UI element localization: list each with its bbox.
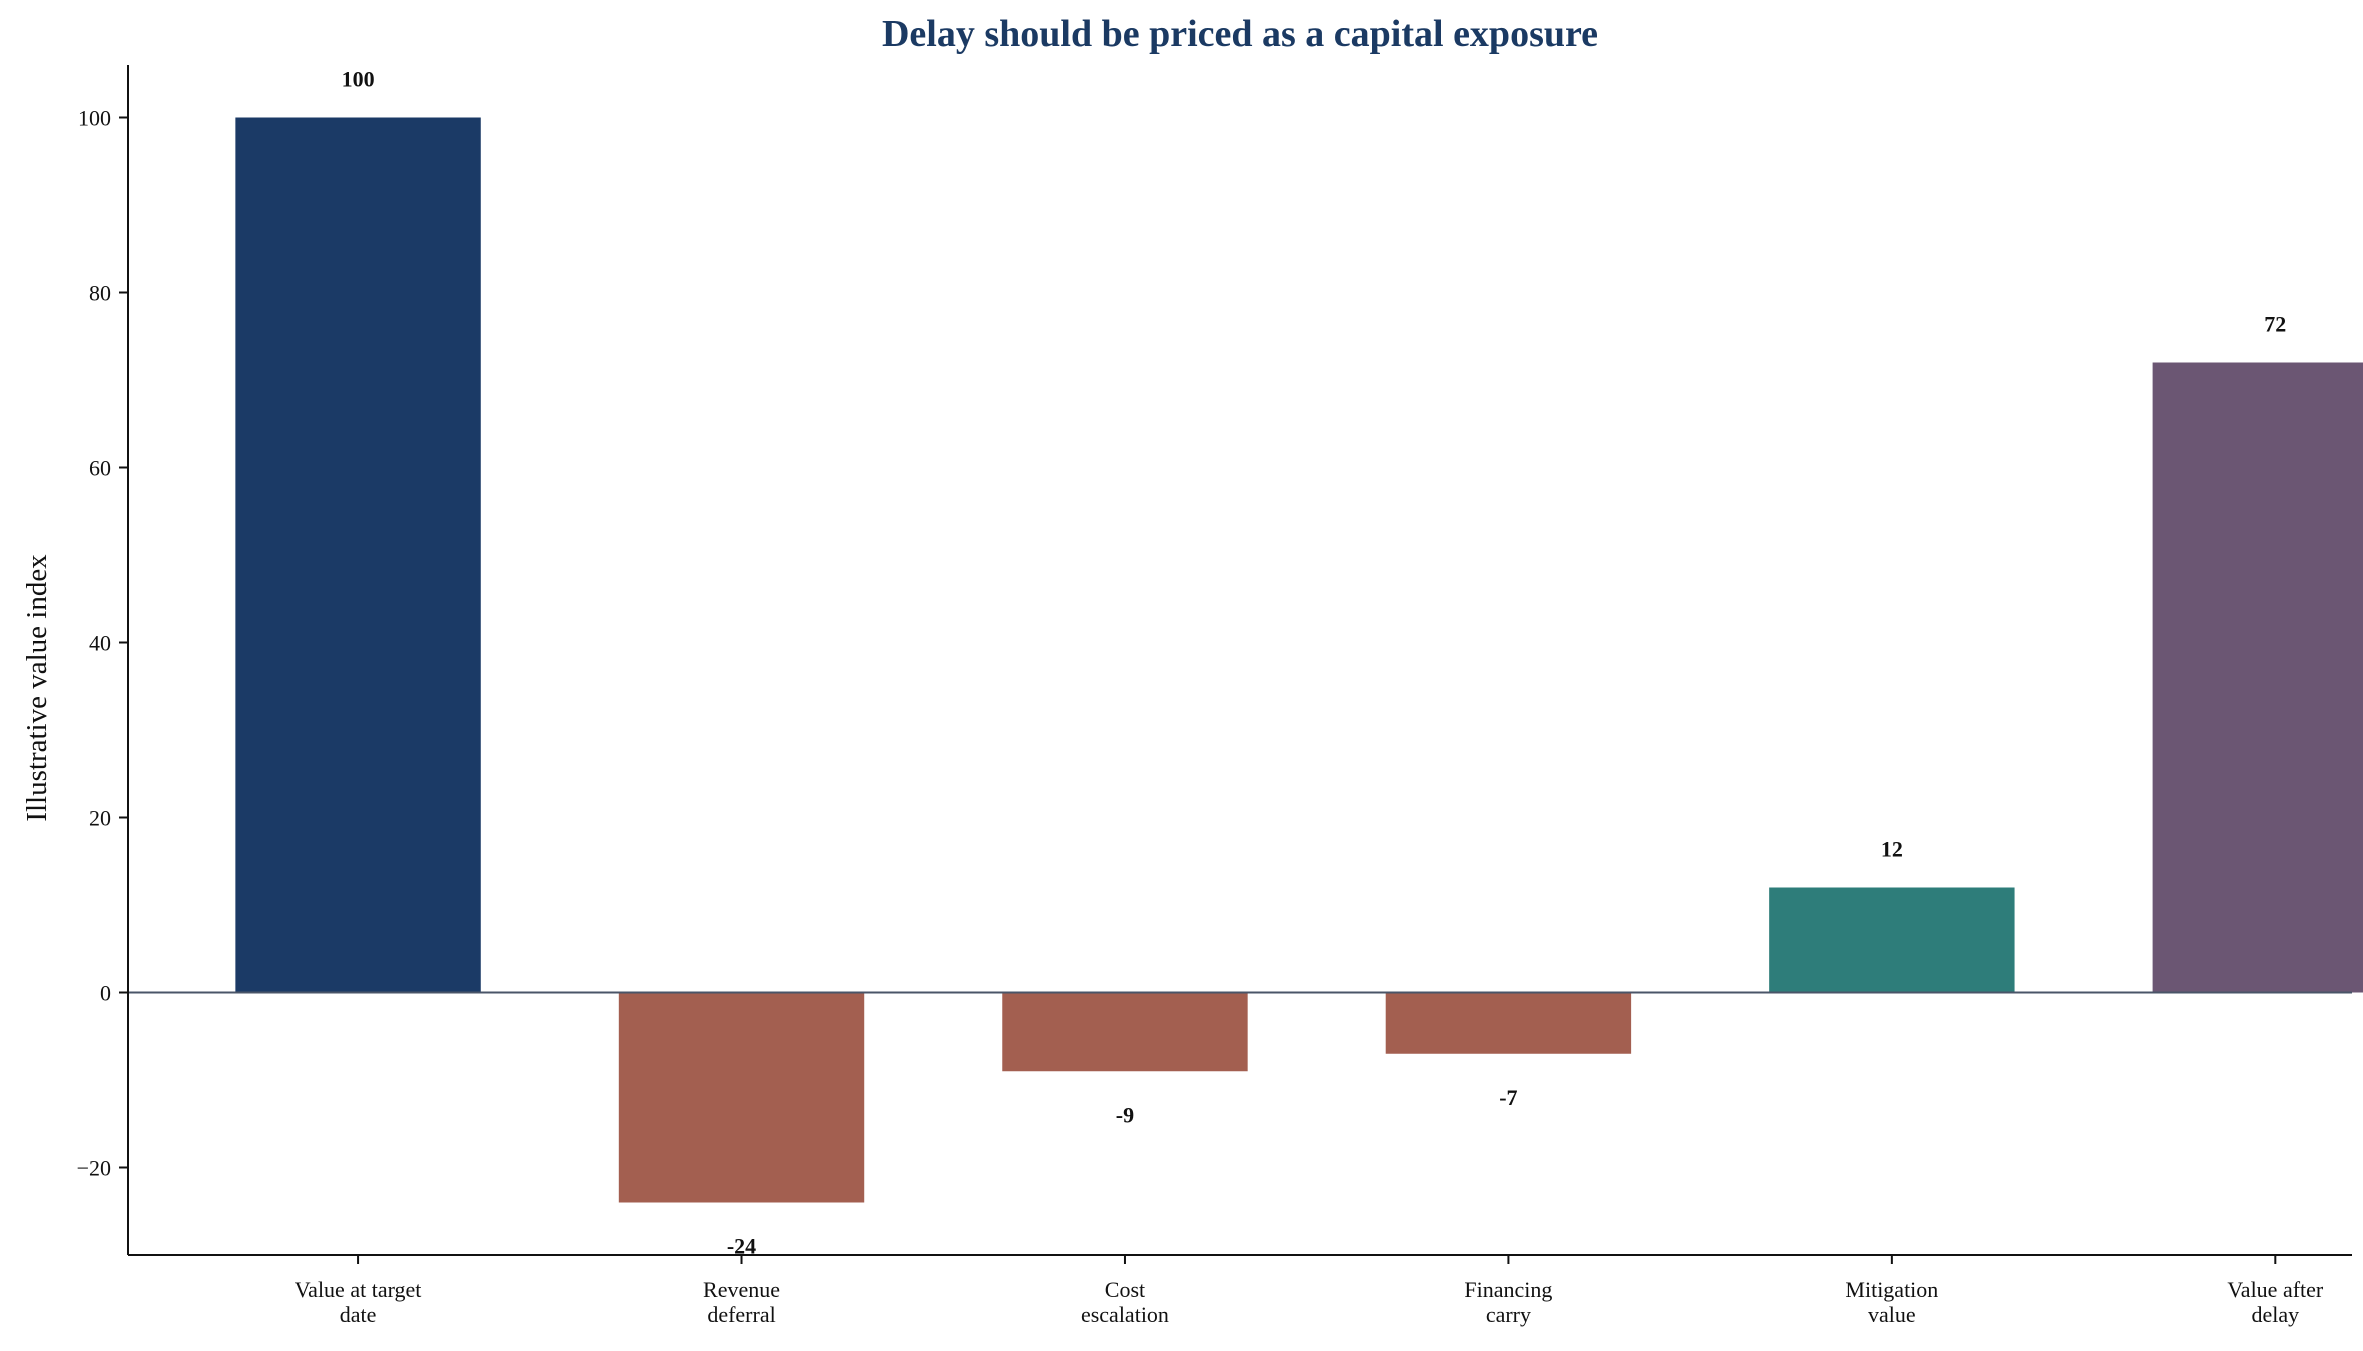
x-tick-label: Revenue deferral: [703, 1277, 780, 1327]
x-tick-label: Financing carry: [1464, 1277, 1552, 1327]
y-tick-label: 20: [89, 806, 111, 831]
y-tick-label: 40: [89, 631, 111, 656]
data-label: -7: [1499, 1085, 1517, 1110]
bar-1: [618, 992, 865, 1203]
data-label: -9: [1116, 1102, 1134, 1127]
y-tick-label: 0: [100, 981, 111, 1006]
bars-layer: [235, 117, 2363, 1203]
data-label: 100: [342, 67, 375, 92]
bar-4: [1769, 887, 2015, 993]
bar-3: [1385, 992, 1632, 1054]
y-tick-label: 60: [89, 456, 111, 481]
axes-layer: [119, 65, 2352, 1264]
x-tick-label: Cost escalation: [1081, 1277, 1169, 1327]
x-tick-label: Value after delay: [2227, 1277, 2324, 1327]
y-tick-label: 100: [78, 106, 111, 131]
bar-5: [2152, 362, 2363, 993]
data-label: 72: [2264, 312, 2286, 337]
y-tick-label: 80: [89, 281, 111, 306]
y-axis-label: Illustrative value index: [21, 554, 53, 822]
data-label: 12: [1881, 837, 1903, 862]
data-label: -24: [727, 1234, 756, 1259]
y-tick-label: −20: [77, 1156, 111, 1181]
x-tick-label: Mitigation value: [1845, 1277, 1938, 1327]
chart-title: Delay should be priced as a capital expo…: [882, 13, 1598, 55]
bar-2: [1002, 992, 1248, 1072]
labels-layer: −20 0 20 40 60 80 100 Value at target date Revenu…: [77, 67, 2324, 1328]
bar-0: [235, 117, 481, 993]
x-tick-label: Value at target date: [295, 1277, 422, 1327]
